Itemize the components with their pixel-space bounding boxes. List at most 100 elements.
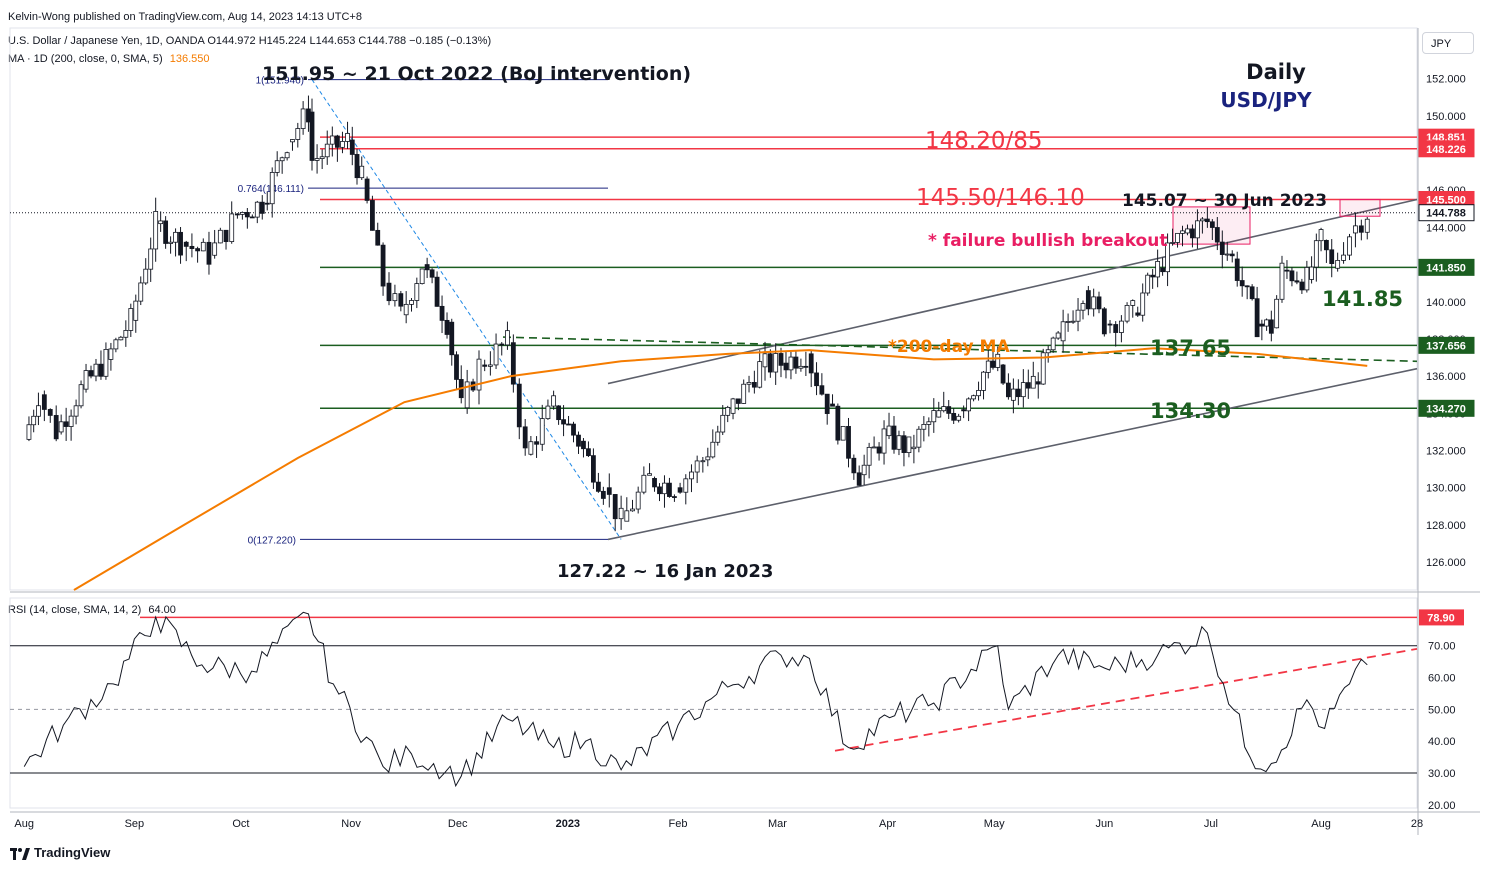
candle-body: [856, 472, 862, 486]
candle-body: [1341, 254, 1346, 261]
candle-body: [1030, 375, 1036, 389]
price-badge: [1418, 140, 1475, 158]
candle-body: [26, 424, 32, 440]
candle-body: [1085, 290, 1091, 310]
time-tick-label: 2023: [556, 818, 580, 830]
candle-body: [380, 244, 386, 287]
candle-body: [1130, 300, 1136, 306]
annotation-label: * failure bullish breakout: [928, 231, 1167, 251]
candle-body: [449, 321, 455, 356]
candle-body: [364, 178, 370, 201]
candle-body: [269, 172, 275, 205]
candle-body: [581, 440, 586, 450]
price-badge-label: 137.656: [1426, 340, 1466, 352]
candle-body: [41, 394, 47, 410]
candle-body: [300, 108, 306, 129]
candle-body: [662, 482, 667, 495]
candle-body: [510, 342, 516, 385]
candle-body: [414, 283, 420, 301]
symbol-line: U.S. Dollar / Japanese Yen, 1D, OANDA O1…: [8, 35, 492, 47]
candle-body: [189, 245, 195, 249]
candle-body: [138, 282, 144, 302]
annotation-label: 141.85: [1322, 287, 1403, 311]
time-tick-label: Jun: [1095, 818, 1113, 830]
candle-body: [53, 415, 59, 440]
candle-body: [618, 507, 624, 520]
candle-body: [715, 431, 721, 443]
candle-body: [808, 353, 814, 374]
candle-body: [1299, 281, 1305, 291]
candle-body: [891, 425, 897, 450]
candle-body: [630, 508, 635, 512]
candle-body: [83, 370, 89, 390]
candle-body: [290, 139, 295, 143]
candle-body: [1309, 266, 1314, 280]
fib-label: 0(127.220): [248, 535, 296, 546]
candle-body: [1347, 236, 1352, 256]
time-tick-label: May: [984, 818, 1005, 830]
candle-body: [334, 135, 340, 148]
time-tick-label: Feb: [668, 818, 687, 830]
candle-body: [217, 229, 223, 244]
candle-body: [624, 510, 630, 522]
candle-body: [866, 446, 872, 466]
candle-body: [419, 268, 425, 285]
candle-body: [1195, 220, 1200, 239]
candle-body: [783, 362, 789, 371]
rsi-legend-value: 64.00: [148, 604, 176, 616]
candle-body: [946, 406, 952, 414]
candle-body: [148, 248, 154, 270]
time-tick-label: Nov: [341, 818, 361, 830]
candle-body: [68, 415, 74, 427]
candle-body: [1204, 218, 1210, 223]
candle-body: [345, 133, 350, 142]
annotation-label: 134.30: [1150, 399, 1231, 423]
candle-body: [1264, 319, 1269, 327]
fib-label: 1(151.946): [256, 76, 304, 87]
currency-button[interactable]: JPY: [1422, 32, 1474, 54]
price-tick-label: 132.000: [1426, 446, 1466, 458]
candle-body: [1185, 228, 1190, 234]
candle-body: [264, 202, 270, 205]
rsi-badge-label: 78.90: [1427, 612, 1455, 624]
candle-body: [340, 141, 345, 148]
rsi-legend: RSI (14, close, SMA, 14, 2) 64.00: [8, 604, 176, 616]
price-badge: [1418, 258, 1475, 276]
candle-body: [803, 365, 809, 368]
price-tick-label: 136.000: [1426, 371, 1466, 383]
candle-body: [212, 242, 218, 256]
ma-legend: MA · 1D (200, close, 0, SMA, 5) 136.550: [8, 53, 210, 65]
candle-body: [324, 143, 330, 158]
candle-body: [58, 421, 64, 433]
candle-body: [720, 414, 726, 433]
candle-body: [1318, 229, 1324, 242]
candle-body: [1000, 364, 1006, 384]
rsi-tick-label: 50.00: [1428, 704, 1456, 716]
candle-body: [1234, 258, 1240, 281]
candle-body: [1045, 349, 1051, 354]
candle-body: [1249, 286, 1255, 300]
price-tick-label: 130.000: [1426, 483, 1466, 495]
candle-body: [223, 229, 229, 243]
candle-body: [612, 494, 618, 520]
candle-body: [1353, 225, 1358, 234]
candle-body: [956, 415, 962, 421]
candle-body: [259, 201, 265, 214]
candle-body: [595, 481, 601, 492]
rsi-line: [23, 611, 1368, 788]
candle-body: [505, 330, 510, 346]
candle-body: [98, 363, 104, 377]
candle-body: [1239, 280, 1245, 287]
candle-body: [329, 135, 335, 145]
candle-body: [677, 487, 683, 493]
candle-body: [641, 474, 647, 493]
candle-body: [1224, 253, 1230, 256]
candle-body: [534, 441, 539, 445]
candle-body: [886, 425, 892, 437]
candle-body: [694, 460, 700, 473]
candle-body: [741, 383, 747, 404]
candle-body: [871, 446, 877, 449]
candle-body: [1091, 296, 1097, 310]
candle-body: [911, 446, 917, 450]
